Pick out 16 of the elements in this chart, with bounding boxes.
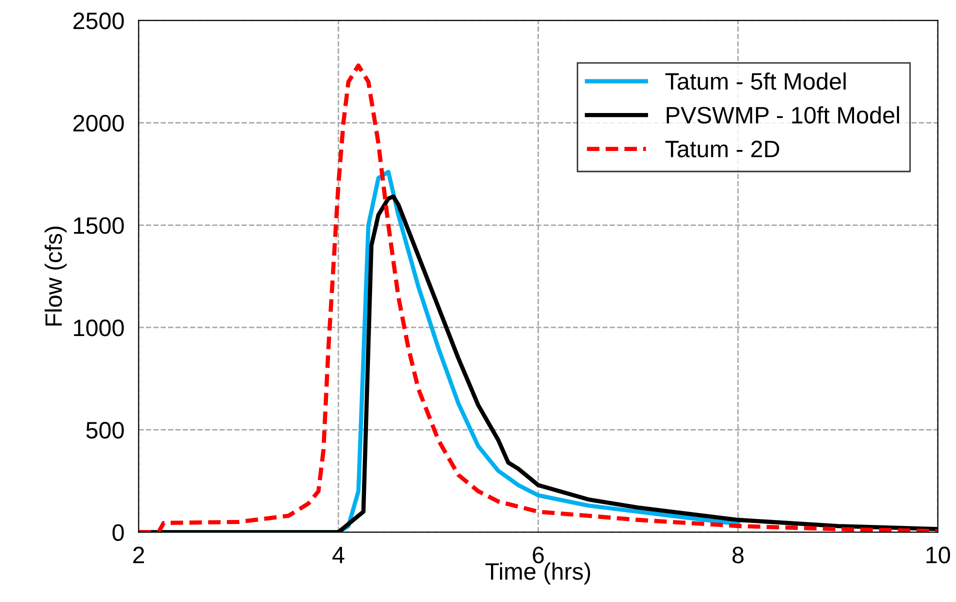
- x-tick-label: 6: [532, 546, 544, 564]
- y-tick-label: 0: [112, 524, 124, 541]
- x-tick-label: 4: [332, 546, 344, 564]
- y-axis-title: Flow (cfs): [44, 226, 67, 326]
- y-tick-label: 2000: [73, 114, 124, 132]
- legend-label: Tatum - 2D: [665, 140, 780, 158]
- y-tick-label: 2500: [73, 12, 124, 30]
- legend-label: PVSWMP - 10ft Model: [666, 106, 900, 124]
- y-tick-label: 1500: [74, 217, 124, 234]
- x-axis-title: Time (hrs): [485, 562, 590, 585]
- legend-label: Tatum - 5ft Model: [665, 72, 846, 90]
- y-tick-label: 1000: [74, 320, 124, 336]
- x-tick-label: 2: [133, 546, 144, 564]
- x-tick-label: 8: [732, 546, 744, 564]
- x-tick-label: 10: [926, 546, 950, 564]
- y-tick-label: 500: [86, 422, 124, 439]
